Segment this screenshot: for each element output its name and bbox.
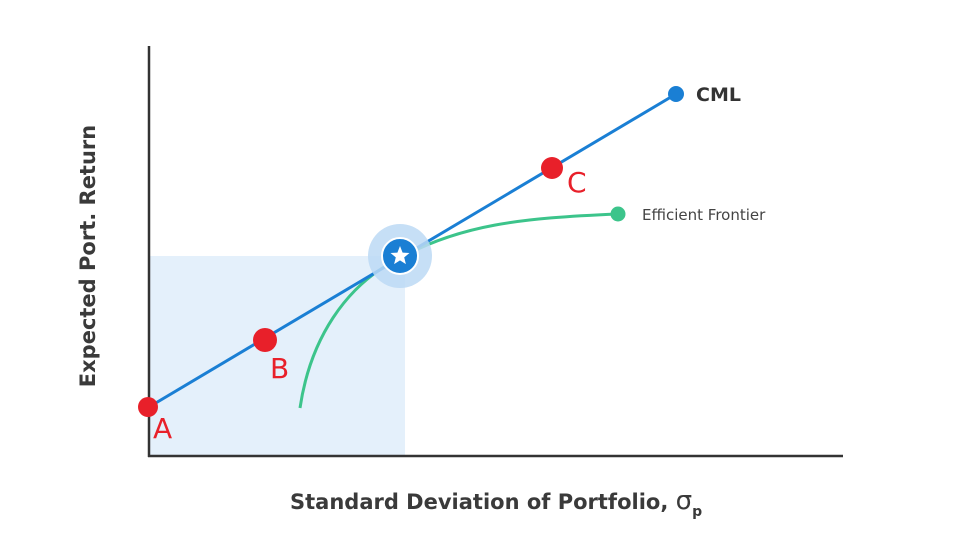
star-icon	[390, 246, 410, 265]
point-c-label: C	[567, 166, 587, 199]
x-axis-title: Standard Deviation of Portfolio, σp	[290, 486, 702, 520]
efficient-frontier-endpoint	[610, 206, 626, 222]
y-axis-title: Expected Port. Return	[76, 125, 100, 387]
point-b-label: B	[270, 352, 289, 385]
cml-label: CML	[696, 84, 741, 106]
efficient-frontier-label: Efficient Frontier	[642, 206, 766, 224]
point-b	[253, 328, 277, 352]
x-axis-subscript: p	[692, 504, 702, 520]
point-a-label: A	[153, 412, 172, 445]
cml-endpoint	[668, 86, 684, 102]
x-axis-title-text: Standard Deviation of Portfolio,	[290, 490, 676, 514]
shaded-region	[149, 256, 405, 456]
x-axis-sigma: σ	[676, 486, 692, 516]
point-c	[541, 157, 563, 179]
point-a	[138, 397, 158, 417]
